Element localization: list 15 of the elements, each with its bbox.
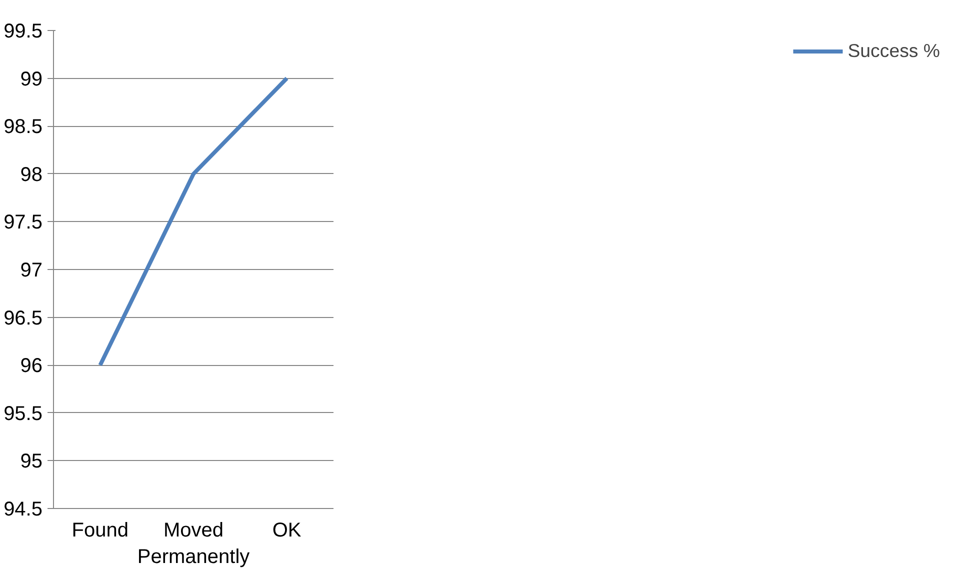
y-tick-label: 96	[20, 355, 43, 378]
legend-label: Success %	[848, 40, 940, 62]
y-tick-label: 99	[20, 68, 43, 90]
y-tick-label: 97	[20, 260, 43, 282]
y-tick-label: 98.5	[4, 116, 43, 138]
y-tick-label: 97.5	[4, 212, 43, 234]
x-tick-label: Found	[72, 520, 129, 542]
y-tick-label: 95.5	[4, 402, 43, 425]
y-tick-label: 96.5	[4, 307, 43, 330]
x-tick-label: Moved Permanently	[137, 520, 250, 568]
y-tick-label: 94.5	[4, 498, 43, 520]
y-tick-label: 99.5	[4, 20, 43, 42]
y-tick-label: 95	[20, 450, 43, 473]
x-tick-label: OK	[272, 520, 302, 542]
y-tick-label: 98	[20, 164, 43, 186]
